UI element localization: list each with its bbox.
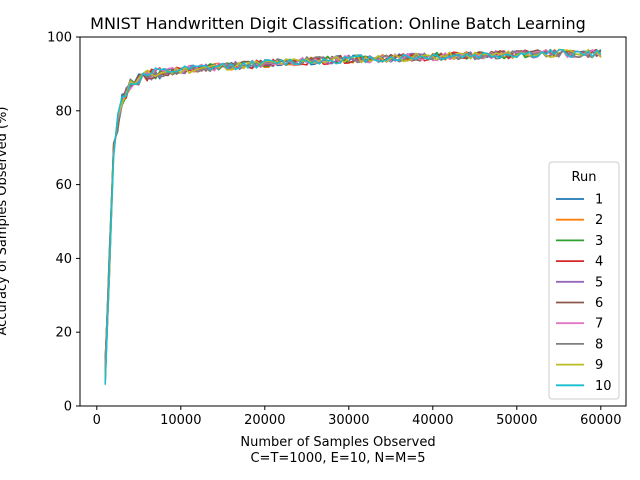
legend-label-2: 2 — [595, 213, 603, 228]
x-tick-label-4: 40000 — [412, 413, 453, 428]
series-line-5 — [104, 49, 602, 385]
series-line-9 — [104, 48, 602, 379]
x-axis-sublabel: C=T=1000, E=10, N=M=5 — [250, 451, 425, 466]
legend-label-6: 6 — [595, 296, 603, 311]
legend-frame — [548, 161, 620, 400]
series-line-8 — [104, 49, 601, 373]
legend-label-8: 8 — [595, 337, 603, 352]
series-line-10 — [104, 49, 602, 385]
y-tick-label-3: 60 — [55, 178, 72, 193]
x-axis-label: Number of Samples Observed — [240, 435, 435, 450]
x-tick-label-0: 0 — [93, 413, 101, 428]
series-lines — [104, 48, 602, 385]
x-tick-label-5: 50000 — [496, 413, 537, 428]
y-tick-label-5: 100 — [47, 31, 72, 46]
plot-frame — [79, 36, 627, 407]
series-line-4 — [104, 48, 602, 379]
series-line-1 — [104, 49, 602, 361]
y-tick-label-2: 40 — [55, 252, 72, 267]
x-tick-label-3: 30000 — [328, 413, 369, 428]
y-tick-label-4: 80 — [55, 104, 72, 119]
y-tick-label-1: 20 — [55, 326, 72, 341]
legend-label-1: 1 — [595, 193, 603, 208]
y-axis-label: Accuracy of Samples Observed (%) — [0, 107, 10, 336]
legend-label-4: 4 — [595, 255, 603, 270]
legend-title: Run — [572, 170, 597, 185]
series-line-6 — [104, 49, 602, 361]
series-line-7 — [104, 48, 602, 367]
series-line-2 — [104, 48, 602, 367]
y-tick-label-0: 0 — [64, 400, 72, 415]
legend-label-3: 3 — [595, 234, 603, 249]
x-tick-label-2: 20000 — [244, 413, 285, 428]
legend-label-9: 9 — [595, 358, 603, 373]
legend-label-7: 7 — [595, 317, 603, 332]
x-tick-label-6: 60000 — [580, 413, 621, 428]
legend-label-10: 10 — [595, 379, 612, 394]
axis-ticks: 0 10000 20000 30000 40000 50000 60000 0 20 40 60 80… — [47, 31, 621, 429]
chart-title: MNIST Handwritten Digit Classification: … — [90, 14, 586, 33]
x-tick-label-1: 10000 — [160, 413, 201, 428]
legend: Run 1 2 3 4 5 6 7 8 9 10 — [548, 161, 620, 400]
legend-label-5: 5 — [595, 275, 603, 290]
series-line-3 — [104, 48, 601, 373]
